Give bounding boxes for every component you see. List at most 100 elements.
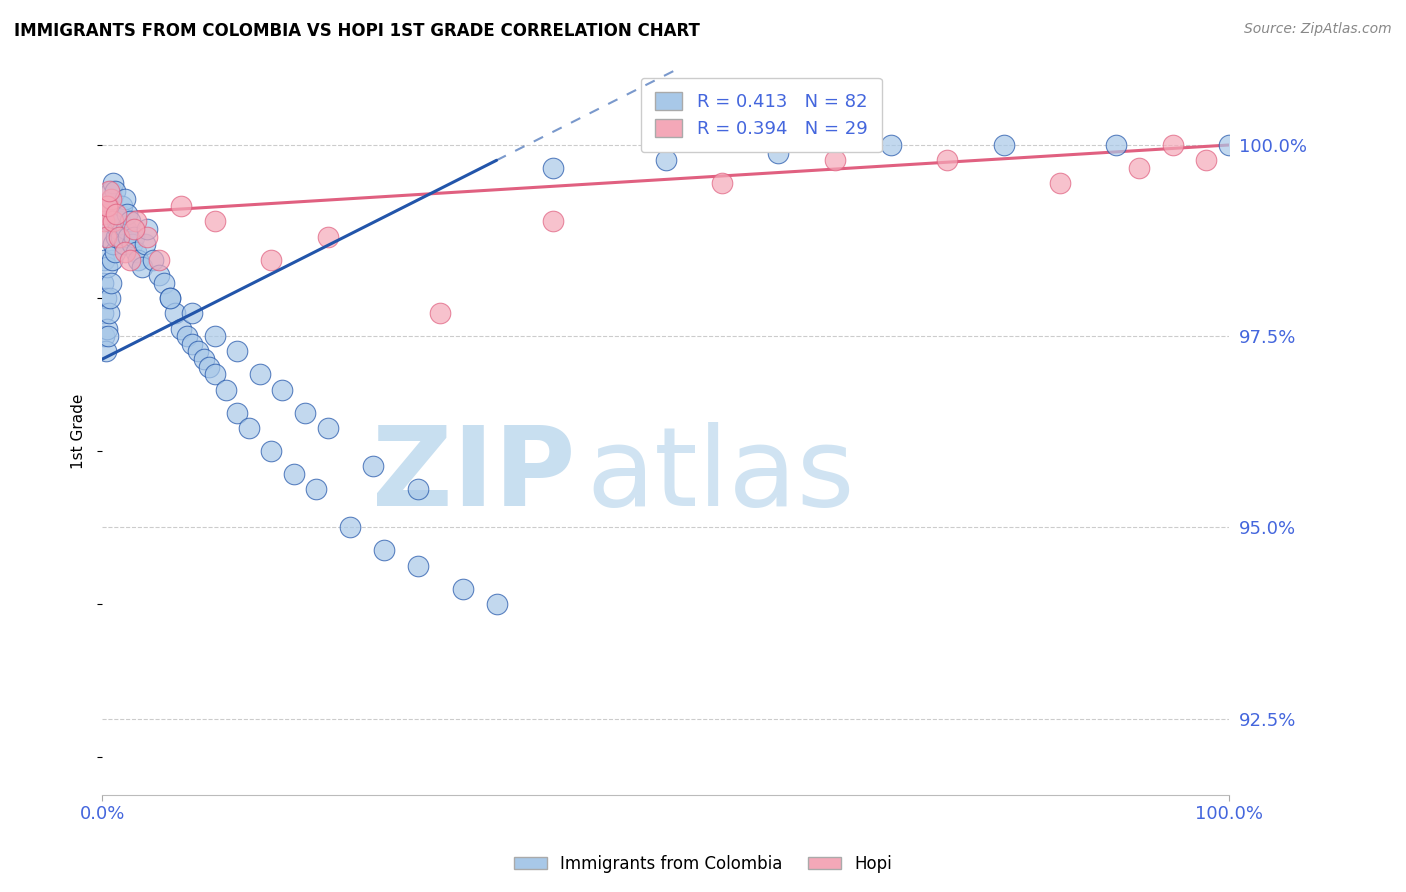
Point bbox=[101, 252, 124, 267]
Point bbox=[107, 222, 129, 236]
Point bbox=[260, 252, 283, 267]
Point bbox=[1128, 161, 1150, 175]
Point bbox=[181, 336, 204, 351]
Point bbox=[98, 184, 121, 198]
Point bbox=[100, 192, 122, 206]
Point bbox=[204, 214, 226, 228]
Point bbox=[271, 383, 294, 397]
Point bbox=[115, 222, 138, 236]
Point bbox=[226, 344, 249, 359]
Point bbox=[429, 306, 451, 320]
Point bbox=[110, 229, 132, 244]
Point bbox=[654, 153, 676, 168]
Point bbox=[136, 222, 159, 236]
Point bbox=[96, 199, 118, 213]
Point bbox=[170, 199, 193, 213]
Point bbox=[98, 199, 121, 213]
Point bbox=[294, 406, 316, 420]
Point bbox=[108, 207, 131, 221]
Point bbox=[316, 229, 339, 244]
Point bbox=[97, 199, 120, 213]
Point bbox=[134, 237, 156, 252]
Point bbox=[93, 329, 115, 343]
Point bbox=[148, 268, 170, 282]
Point bbox=[187, 344, 209, 359]
Point bbox=[96, 260, 118, 275]
Point bbox=[159, 291, 181, 305]
Point bbox=[249, 368, 271, 382]
Point bbox=[142, 252, 165, 267]
Point bbox=[112, 237, 135, 252]
Point bbox=[98, 291, 121, 305]
Point bbox=[97, 229, 120, 244]
Point bbox=[880, 138, 903, 153]
Point bbox=[103, 214, 125, 228]
Point bbox=[768, 145, 790, 160]
Point bbox=[1049, 176, 1071, 190]
Point bbox=[316, 421, 339, 435]
Point bbox=[127, 252, 149, 267]
Point bbox=[1105, 138, 1128, 153]
Point bbox=[238, 421, 260, 435]
Point bbox=[226, 406, 249, 420]
Point bbox=[204, 368, 226, 382]
Point bbox=[100, 184, 122, 198]
Point bbox=[1195, 153, 1218, 168]
Point bbox=[96, 321, 118, 335]
Point bbox=[176, 329, 198, 343]
Point bbox=[1218, 138, 1240, 153]
Point bbox=[181, 306, 204, 320]
Point bbox=[373, 543, 395, 558]
Point bbox=[105, 214, 128, 228]
Point bbox=[824, 153, 846, 168]
Text: ZIP: ZIP bbox=[373, 422, 575, 529]
Point bbox=[198, 359, 221, 374]
Point bbox=[97, 329, 120, 343]
Point bbox=[91, 276, 114, 290]
Point bbox=[108, 229, 131, 244]
Point bbox=[936, 153, 959, 168]
Point bbox=[993, 138, 1015, 153]
Point bbox=[114, 192, 136, 206]
Point bbox=[406, 558, 429, 573]
Legend: Immigrants from Colombia, Hopi: Immigrants from Colombia, Hopi bbox=[508, 848, 898, 880]
Legend: R = 0.413   N = 82, R = 0.394   N = 29: R = 0.413 N = 82, R = 0.394 N = 29 bbox=[641, 78, 882, 153]
Point bbox=[98, 214, 121, 228]
Point bbox=[120, 252, 142, 267]
Point bbox=[98, 306, 121, 320]
Point bbox=[94, 344, 117, 359]
Point bbox=[451, 582, 474, 596]
Point bbox=[91, 207, 114, 221]
Point bbox=[215, 383, 238, 397]
Point bbox=[122, 229, 145, 244]
Point bbox=[125, 245, 148, 260]
Point bbox=[91, 306, 114, 320]
Point bbox=[125, 214, 148, 228]
Point bbox=[193, 352, 215, 367]
Point bbox=[260, 444, 283, 458]
Point bbox=[170, 321, 193, 335]
Point bbox=[120, 214, 142, 228]
Point bbox=[117, 229, 139, 244]
Point bbox=[100, 276, 122, 290]
Point bbox=[710, 176, 733, 190]
Point bbox=[93, 214, 115, 228]
Point bbox=[406, 482, 429, 496]
Point bbox=[131, 260, 153, 275]
Point bbox=[104, 245, 127, 260]
Point bbox=[104, 229, 127, 244]
Point bbox=[1161, 138, 1184, 153]
Point bbox=[361, 459, 384, 474]
Point bbox=[153, 276, 176, 290]
Point bbox=[115, 207, 138, 221]
Point bbox=[136, 229, 159, 244]
Point bbox=[541, 214, 564, 228]
Text: Source: ZipAtlas.com: Source: ZipAtlas.com bbox=[1244, 22, 1392, 37]
Point bbox=[101, 192, 124, 206]
Point bbox=[93, 252, 115, 267]
Point bbox=[114, 245, 136, 260]
Point bbox=[339, 520, 361, 534]
Point bbox=[94, 229, 117, 244]
Point bbox=[283, 467, 305, 481]
Text: atlas: atlas bbox=[586, 422, 855, 529]
